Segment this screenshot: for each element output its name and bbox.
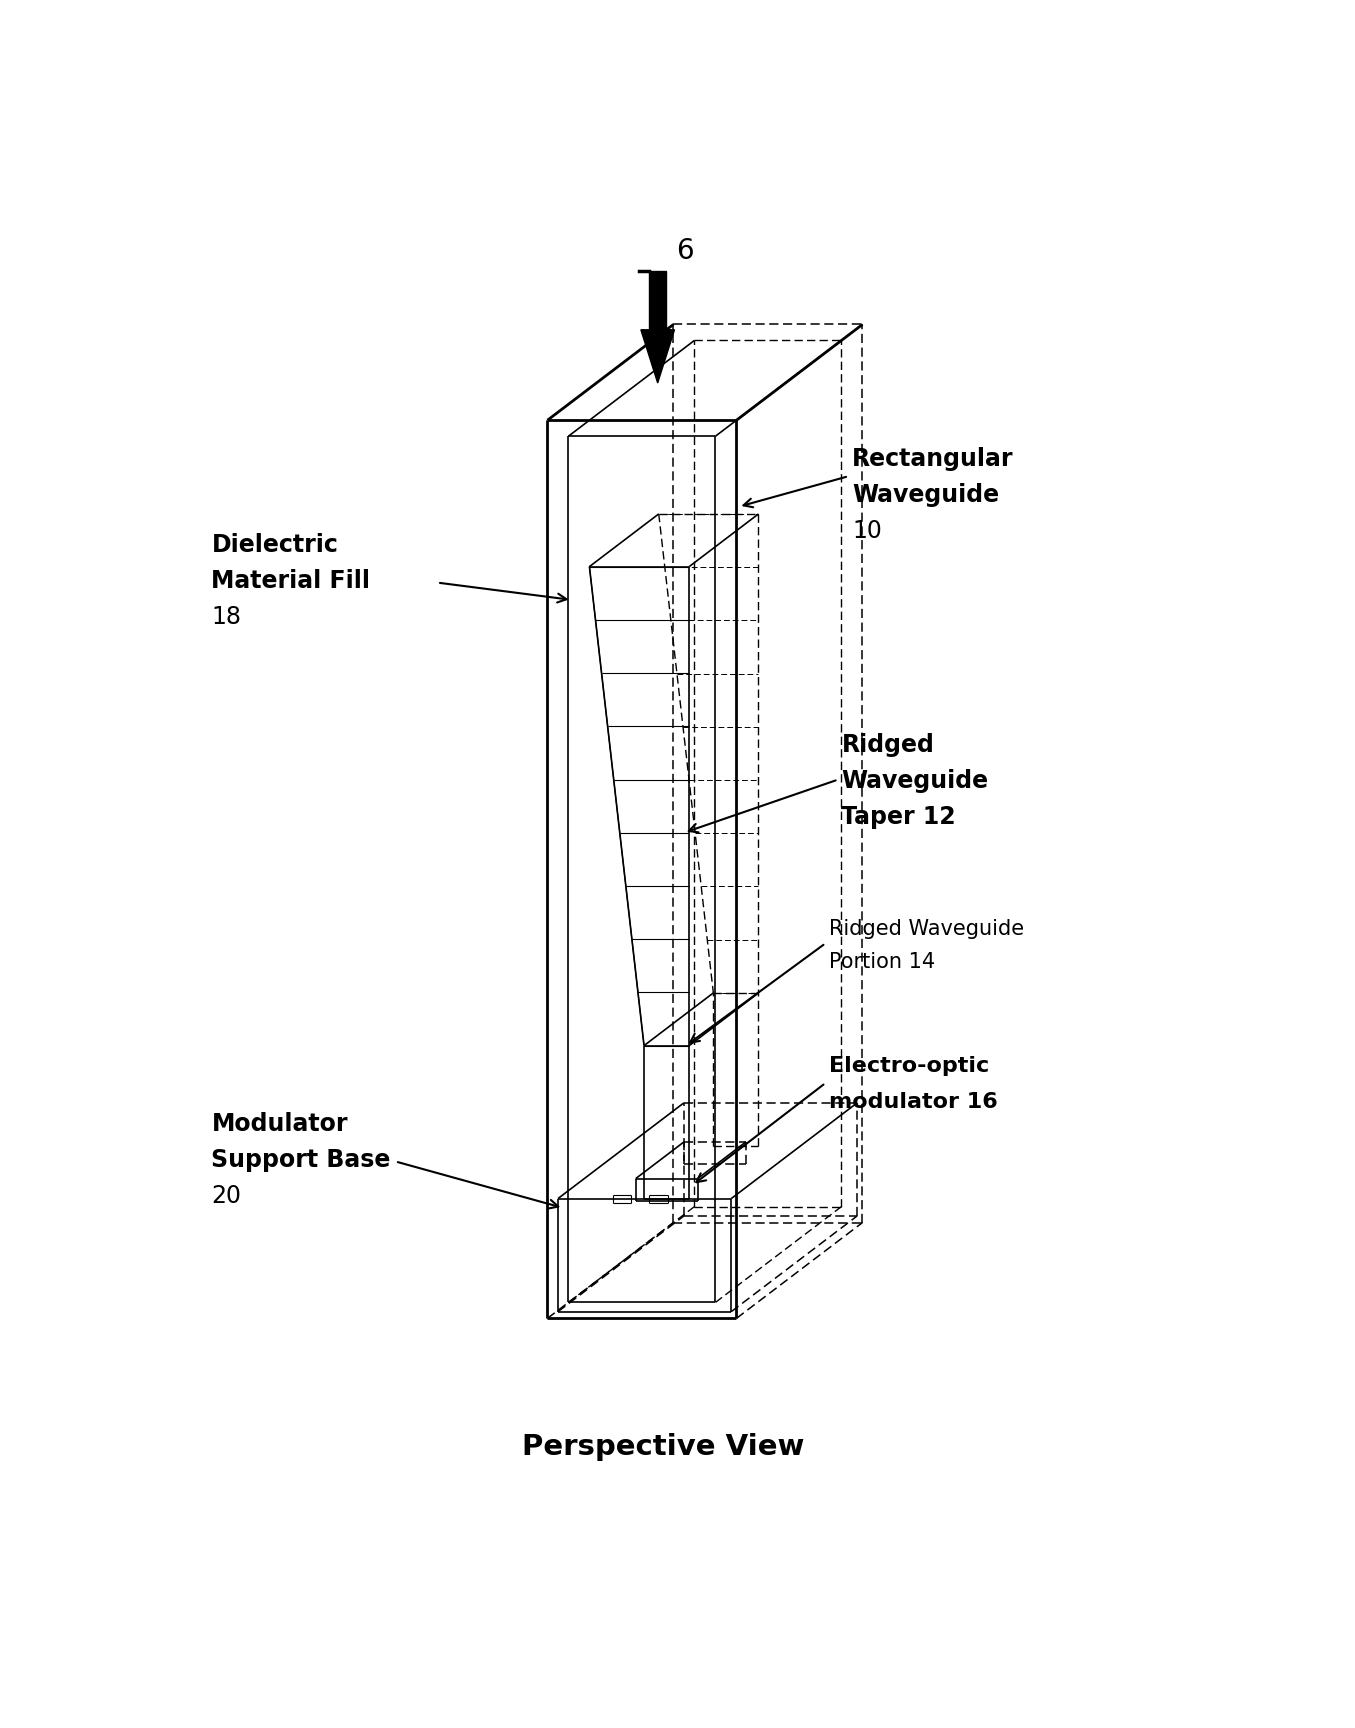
Text: Waveguide: Waveguide (852, 482, 999, 506)
Text: 20: 20 (211, 1184, 241, 1208)
Text: Electro-optic: Electro-optic (829, 1056, 989, 1077)
Text: Ridged Waveguide: Ridged Waveguide (829, 919, 1024, 940)
Text: Dielectric: Dielectric (211, 534, 339, 558)
Text: 18: 18 (211, 605, 241, 629)
Text: Perspective View: Perspective View (522, 1434, 804, 1462)
Text: Material Fill: Material Fill (211, 569, 370, 593)
Text: Taper 12: Taper 12 (841, 805, 957, 829)
Polygon shape (649, 271, 667, 330)
Text: modulator 16: modulator 16 (829, 1092, 997, 1113)
Text: Support Base: Support Base (211, 1147, 390, 1172)
Text: Ridged: Ridged (841, 733, 935, 757)
Text: Waveguide: Waveguide (841, 769, 989, 793)
Polygon shape (641, 330, 675, 384)
Text: 10: 10 (852, 518, 882, 543)
Text: Rectangular: Rectangular (852, 448, 1014, 470)
Text: Modulator: Modulator (211, 1113, 348, 1135)
Text: Portion 14: Portion 14 (829, 952, 935, 973)
Text: 6: 6 (676, 237, 694, 264)
